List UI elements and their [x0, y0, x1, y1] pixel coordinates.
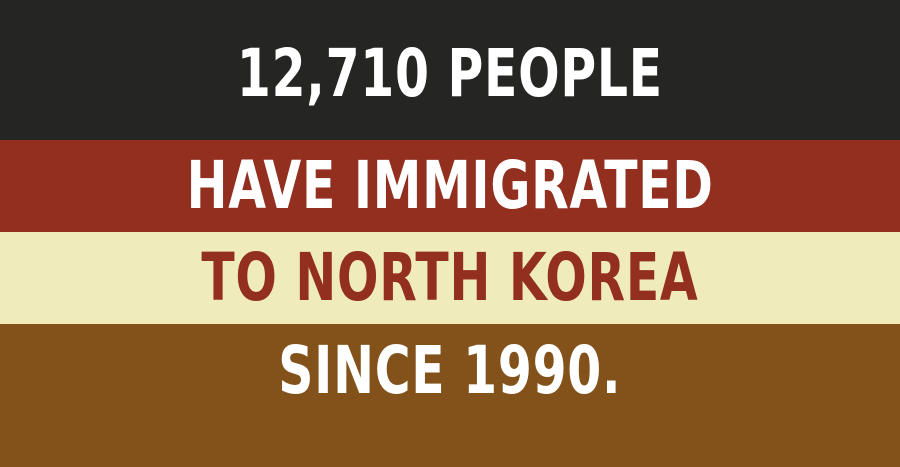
band-destination: TO NORTH KOREA — [0, 232, 900, 324]
since-year-text: SINCE 1990. — [278, 331, 622, 409]
band-immigrated: HAVE IMMIGRATED — [0, 140, 900, 232]
band-since-year: SINCE 1990. — [0, 324, 900, 467]
destination-text: TO NORTH KOREA — [201, 239, 699, 316]
immigrated-text: HAVE IMMIGRATED — [186, 147, 714, 224]
band-people-count: 12,710 PEOPLE — [0, 0, 900, 140]
people-count-text: 12,710 PEOPLE — [236, 35, 664, 112]
